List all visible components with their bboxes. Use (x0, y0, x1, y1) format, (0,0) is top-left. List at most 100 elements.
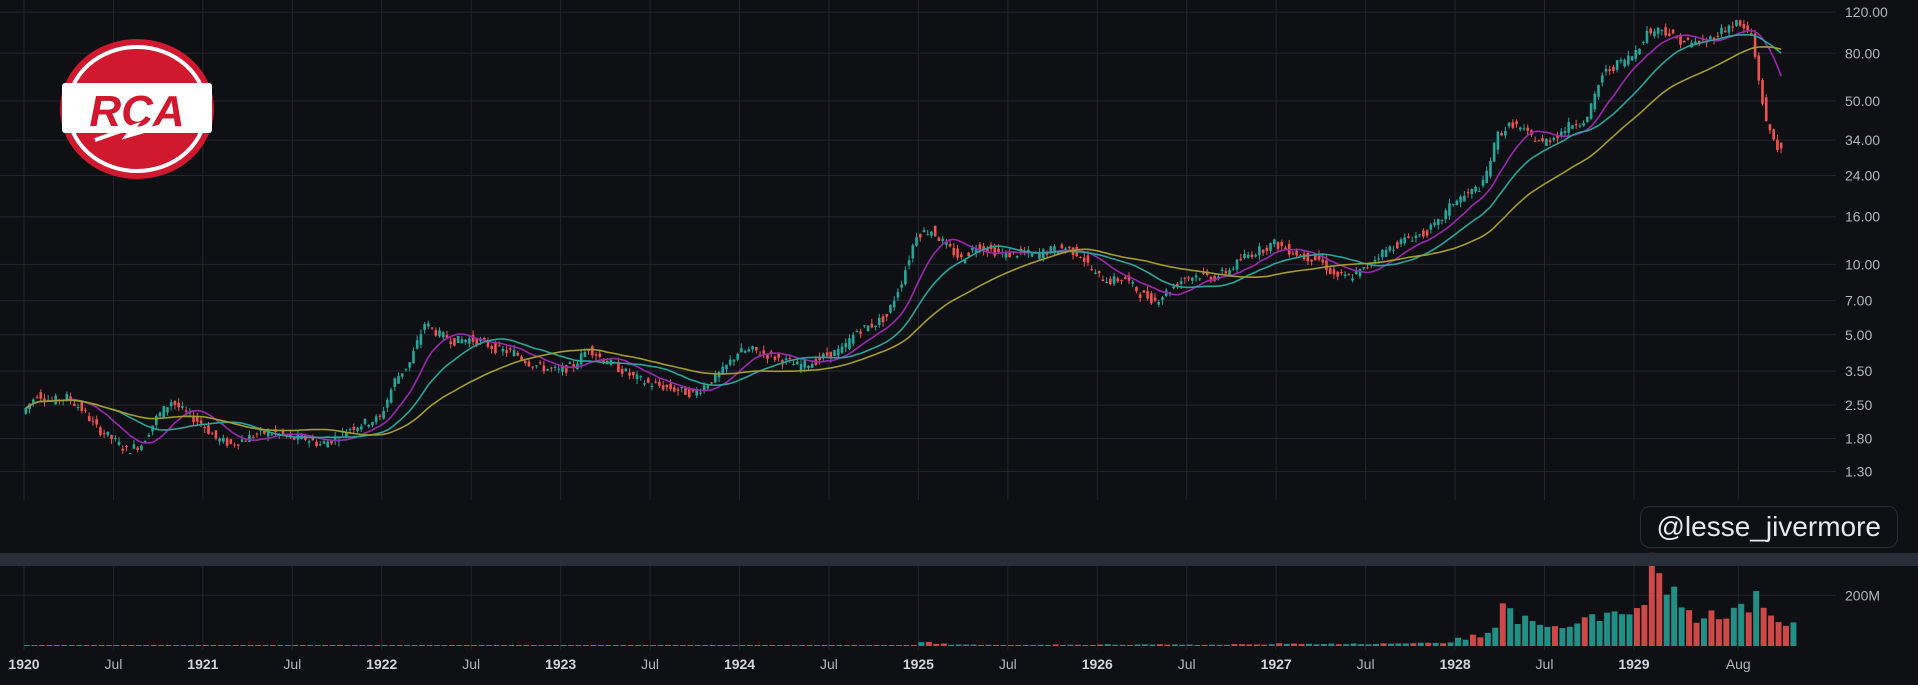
candle-body (1325, 260, 1328, 271)
candle-body (505, 350, 508, 354)
volume-bar (173, 645, 180, 646)
candle-body (807, 365, 810, 368)
candle-body (1224, 271, 1228, 274)
candle-body (572, 364, 575, 368)
candle-body (1489, 161, 1492, 177)
candle-body (363, 418, 367, 424)
candle-body (564, 365, 568, 373)
volume-bar (896, 645, 903, 646)
candle-body (1109, 278, 1112, 285)
candle-body (1559, 131, 1563, 137)
price-tick-label: 2.50 (1845, 397, 1872, 413)
candle-body (918, 234, 922, 238)
volume-bar (568, 645, 575, 646)
volume-bar (1112, 644, 1119, 646)
candle-body (1619, 59, 1623, 62)
volume-bar (351, 645, 358, 646)
candle-body (1313, 253, 1317, 261)
price-axis[interactable]: 120.00 80.00 50.00 34.00 24.00 16.00 10.00 7.00… (1845, 4, 1888, 603)
candle-body (1522, 128, 1526, 130)
logo-letters: RCA (89, 87, 184, 136)
candle-body (248, 435, 251, 442)
volume-bar (76, 645, 83, 646)
candle-body (1246, 254, 1250, 258)
candle-body (713, 372, 717, 383)
candle-body (1280, 241, 1284, 246)
volume-bar (210, 645, 217, 646)
time-axis[interactable]: 1920 Jul 1921 Jul 1922 Jul 1923 Jul 1924 Jul 1925 J… (8, 656, 1750, 672)
candle-body (728, 359, 732, 365)
candle-body (1150, 293, 1153, 304)
logo-lightning-icon (94, 121, 169, 142)
volume-bar (538, 645, 545, 646)
time-tick-label: 1927 (1261, 656, 1292, 672)
volume-bar (180, 645, 187, 646)
volume-bar (806, 645, 813, 646)
volume-bar (202, 645, 209, 646)
candle-body (665, 384, 669, 388)
candle-body (1720, 27, 1723, 35)
candle-body (1213, 276, 1216, 281)
candle-body (956, 248, 959, 258)
candle-body (177, 402, 180, 408)
candle-body (1239, 258, 1243, 261)
volume-bar (1619, 614, 1625, 646)
pane-separator[interactable] (0, 553, 1918, 566)
volume-bar (970, 644, 977, 646)
candle-body (1436, 219, 1440, 226)
candle-body (244, 440, 248, 442)
volume-bar (314, 645, 321, 646)
candle-body (773, 356, 777, 360)
candle-body (1354, 270, 1358, 274)
rca-logo: RCA (60, 39, 214, 179)
candle-body (583, 351, 587, 357)
candle-body (1388, 246, 1392, 251)
candle-body (318, 444, 322, 446)
candle-body (1727, 25, 1731, 33)
candle-body (1776, 139, 1779, 150)
candle-body (1276, 242, 1280, 249)
volume-bar (1216, 644, 1223, 646)
volume-bar (791, 645, 798, 646)
candle-body (203, 426, 207, 428)
candle-body (132, 444, 136, 449)
candle-body (99, 427, 102, 435)
candle-body (1299, 255, 1302, 257)
time-tick-label: Jul (1357, 656, 1375, 672)
volume-bar (98, 645, 105, 646)
candle-body (866, 325, 870, 332)
volume-bar (262, 645, 269, 646)
candle-body (225, 438, 229, 446)
volume-bar (828, 645, 835, 646)
time-tick-label: Jul (1536, 656, 1554, 672)
volume-bar (1462, 639, 1469, 646)
volume-bar (948, 644, 955, 646)
candle-body (214, 430, 218, 439)
candle-body (855, 331, 859, 333)
candle-body (281, 430, 285, 435)
candle-body (851, 334, 855, 344)
volume-bar (329, 645, 336, 646)
candle-body (1589, 103, 1593, 119)
candle-body (1332, 269, 1336, 275)
candle-body (1418, 234, 1421, 236)
candle-body (907, 260, 911, 266)
candle-body (792, 363, 795, 366)
candle-body (1604, 68, 1608, 72)
candle-body (400, 373, 404, 377)
candle-body (915, 237, 918, 246)
candle-body (1653, 31, 1656, 37)
candle-body (1381, 249, 1384, 258)
volume-bar (873, 645, 880, 646)
candle-body (945, 241, 948, 245)
volume-bar (486, 645, 493, 646)
candle-body (844, 343, 848, 348)
candle-body (1779, 142, 1783, 149)
candle-body (993, 247, 997, 256)
candle-body (374, 416, 378, 423)
volume-bar (158, 645, 165, 646)
candle-body (378, 415, 382, 417)
candle-body (1254, 255, 1257, 257)
candle-body (1615, 60, 1619, 70)
